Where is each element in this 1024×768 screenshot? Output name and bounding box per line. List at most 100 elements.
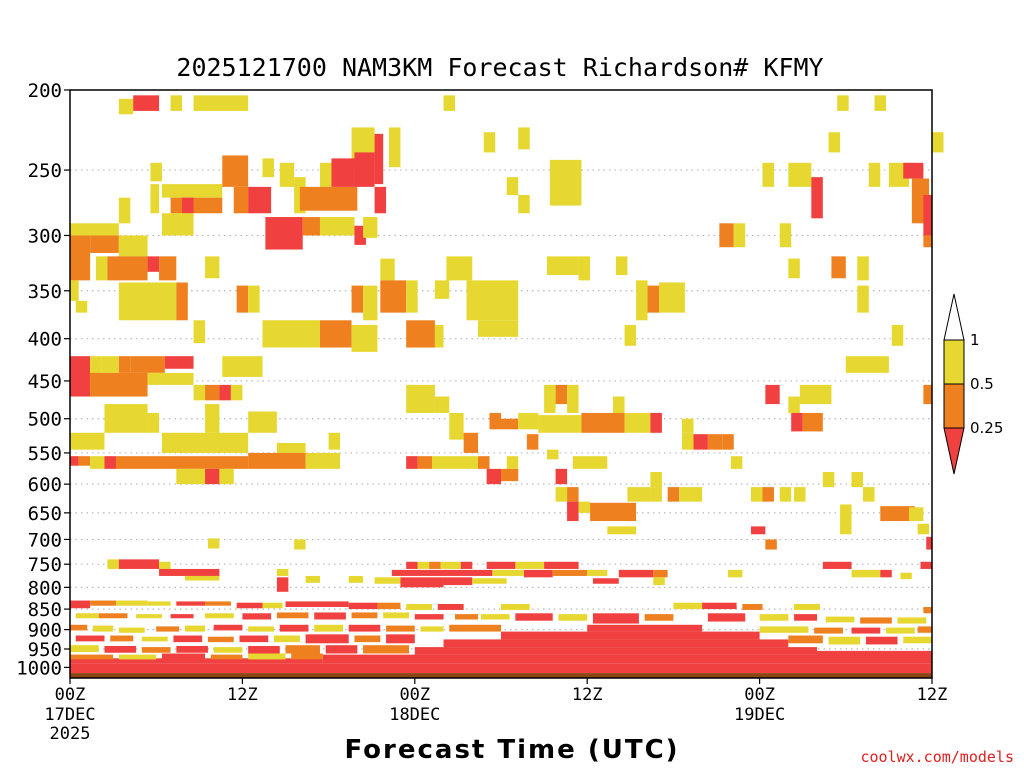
ri-cell bbox=[572, 456, 608, 469]
ri-cell bbox=[432, 456, 479, 469]
ri-cell bbox=[506, 177, 519, 195]
ri-cell bbox=[219, 468, 234, 485]
ri-cell bbox=[682, 432, 694, 450]
ri-cell bbox=[578, 256, 591, 281]
ri-cell bbox=[501, 418, 519, 430]
ri-cell bbox=[176, 468, 206, 485]
ri-cell bbox=[552, 569, 588, 576]
ri-cell bbox=[348, 602, 378, 610]
ri-cell bbox=[406, 320, 435, 348]
ri-cell bbox=[673, 602, 703, 610]
ri-cell bbox=[222, 155, 249, 187]
ri-cell bbox=[460, 561, 473, 569]
ground-band bbox=[70, 673, 932, 678]
ri-cell bbox=[449, 624, 501, 632]
ri-cell bbox=[851, 627, 881, 634]
ri-cell bbox=[170, 95, 183, 111]
ri-cell bbox=[314, 612, 346, 620]
ri-cell bbox=[184, 575, 220, 581]
y-tick-label: 850 bbox=[28, 599, 62, 621]
ri-cell bbox=[478, 320, 519, 337]
ri-cell bbox=[478, 456, 490, 469]
ri-cell bbox=[868, 162, 881, 187]
ri-cell bbox=[248, 285, 260, 313]
x-tick-label: 00Z bbox=[55, 685, 86, 705]
ri-cell bbox=[193, 384, 206, 401]
ri-cell bbox=[406, 280, 418, 313]
ri-cell bbox=[759, 626, 809, 633]
ri-cell bbox=[276, 577, 289, 592]
ri-cell bbox=[707, 613, 746, 622]
ri-cell bbox=[546, 256, 579, 276]
ri-cell bbox=[239, 635, 269, 643]
ri-cell bbox=[837, 95, 849, 111]
ri-cell bbox=[501, 631, 760, 640]
ri-cell bbox=[136, 614, 162, 619]
ri-cell bbox=[147, 601, 171, 606]
ri-cell bbox=[328, 432, 341, 450]
ri-cell bbox=[486, 468, 501, 485]
ri-cell bbox=[236, 602, 263, 609]
ri-cell bbox=[613, 396, 625, 413]
site-credit[interactable]: coolwx.com/models bbox=[860, 748, 1014, 766]
ri-cell bbox=[161, 213, 194, 236]
ri-cell bbox=[118, 356, 131, 373]
ri-cell bbox=[213, 647, 243, 653]
ri-cell bbox=[150, 184, 160, 214]
ri-cell bbox=[363, 645, 410, 654]
ri-cell bbox=[719, 223, 734, 248]
ri-cell bbox=[150, 162, 162, 182]
y-tick-label: 350 bbox=[28, 281, 62, 303]
ri-cell bbox=[279, 624, 309, 632]
ri-cell bbox=[828, 636, 861, 645]
ri-cell bbox=[863, 487, 875, 502]
ri-cell bbox=[501, 603, 530, 610]
x-tick-sublabel: 18DEC bbox=[389, 705, 440, 725]
ri-cell bbox=[147, 412, 160, 433]
x-tick-label: 00Z bbox=[399, 685, 430, 705]
ri-cell bbox=[765, 539, 777, 550]
ri-cell bbox=[917, 523, 930, 535]
ri-cell bbox=[851, 471, 864, 488]
ri-cell bbox=[578, 501, 591, 513]
ri-cell bbox=[70, 624, 88, 631]
ri-cell bbox=[932, 132, 944, 153]
ri-cell bbox=[480, 614, 510, 620]
ri-cell bbox=[851, 569, 881, 578]
ri-cell bbox=[184, 625, 206, 632]
y-tick-label: 200 bbox=[28, 80, 62, 102]
ri-cell bbox=[455, 614, 479, 620]
colorbar-bottom-arrow bbox=[943, 427, 965, 475]
ri-cell bbox=[294, 539, 306, 550]
ri-cell bbox=[727, 569, 743, 578]
ri-cell bbox=[515, 613, 553, 621]
ri-cell bbox=[650, 412, 662, 433]
ri-cell bbox=[733, 223, 746, 248]
ri-cell bbox=[917, 626, 932, 633]
ri-cell bbox=[319, 162, 332, 187]
ri-cell bbox=[75, 635, 105, 642]
colorbar-legend: 1 0.5 0.25 bbox=[943, 293, 1003, 475]
ri-cell bbox=[314, 624, 343, 632]
ri-cell bbox=[880, 506, 915, 522]
ri-cell bbox=[159, 568, 220, 576]
ri-cell bbox=[865, 636, 898, 645]
ri-cell bbox=[682, 418, 694, 433]
ri-cell bbox=[567, 487, 579, 502]
y-tick-label: 1000 bbox=[16, 657, 62, 679]
ri-cell bbox=[857, 285, 869, 313]
ri-cell bbox=[242, 613, 272, 620]
ri-cell bbox=[331, 158, 355, 187]
ri-cell bbox=[115, 456, 249, 469]
ri-cell bbox=[794, 614, 818, 621]
ri-cell bbox=[70, 663, 932, 674]
ri-cell bbox=[443, 577, 473, 586]
ri-cell bbox=[799, 384, 832, 405]
ri-cell bbox=[233, 186, 249, 214]
ri-cell bbox=[374, 577, 401, 584]
x-tick-sublabel: 19DEC bbox=[734, 705, 785, 725]
ri-cell bbox=[130, 356, 165, 373]
ri-cell bbox=[466, 280, 519, 321]
ri-cell bbox=[650, 471, 662, 488]
